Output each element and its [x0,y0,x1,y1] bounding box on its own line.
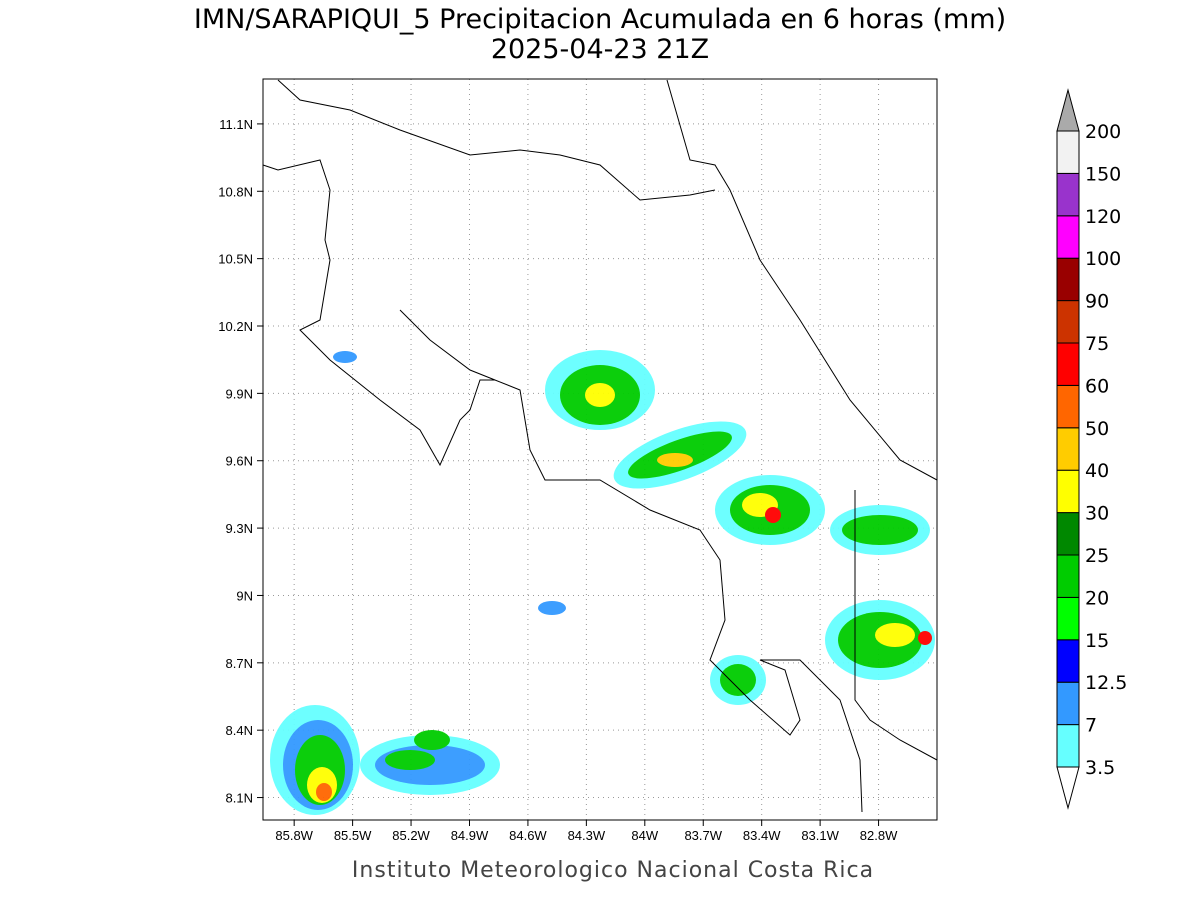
y-tick-label: 8.7N [226,656,253,671]
y-tick-label: 9N [236,588,253,603]
colorbar-bin [1056,724,1080,768]
colorbar-label: 7 [1085,715,1097,737]
x-tick-label: 83.4W [743,828,781,843]
colorbar-bin [1056,681,1080,726]
colorbar-bin [1056,342,1080,386]
colorbar-label: 75 [1085,333,1109,355]
x-tick-label: 84.9W [451,828,489,843]
rain-cell [715,475,825,545]
y-tick-label: 9.6N [226,454,253,469]
y-tick-label: 8.4N [226,723,253,738]
colorbar-over [1056,88,1080,132]
x-tick-label: 84W [631,828,658,843]
grid [263,79,937,820]
x-tick-label: 85.8W [275,828,313,843]
rain-cell [270,705,360,815]
colorbar-label: 3.5 [1085,757,1115,779]
y-tick-label: 9.3N [226,521,253,536]
colorbar-bin [1056,512,1080,556]
colorbar-label: 50 [1085,418,1109,440]
colorbar-bin [1056,172,1080,217]
colorbar-label: 30 [1085,503,1109,525]
footer: Instituto Meteorologico Nacional Costa R… [352,858,874,883]
colorbar-label: 90 [1085,291,1109,313]
colorbar-label: 150 [1085,163,1121,185]
rain-cell [333,351,357,363]
rain-cell [710,655,766,705]
coastline [262,79,938,813]
x-tick-label: 83.1W [801,828,839,843]
colorbar-label: 120 [1085,206,1121,228]
y-tick-label: 10.5N [218,252,253,267]
colorbar-bin [1056,257,1080,302]
rain-cell [545,350,655,430]
colorbar-label: 100 [1085,248,1121,270]
colorbar-label: 200 [1085,121,1121,143]
rain-cell [414,730,450,750]
y-tick-label: 10.8N [218,184,253,199]
colorbar-label: 12.5 [1085,672,1127,694]
colorbar-bin [1056,384,1080,429]
rain-cell [538,601,566,615]
colorbar-under [1056,766,1080,810]
x-tick-label: 85.5W [334,828,372,843]
colorbar-bin [1056,639,1080,683]
title: IMN/SARAPIQUI_5 Precipitacion Acumulada … [194,4,1006,35]
x-tick-label: 82.8W [860,828,898,843]
rain-cell [825,600,935,680]
y-tick-label: 8.1N [226,791,253,806]
colorbar-label: 40 [1085,460,1109,482]
colorbar-label: 20 [1085,587,1109,609]
x-tick-label: 83.7W [684,828,722,843]
map-frame [262,78,938,821]
subtitle: 2025-04-23 21Z [491,34,709,65]
colorbar-bin [1056,469,1080,514]
colorbar: 3.5 7 12.5 15 20 25 30 40 50 60 75 90 100 120 150 200 [1056,88,1127,810]
y-tick-label: 11.1N [219,117,253,132]
y-tick-label: 10.2N [218,319,253,334]
rain-cell [830,505,930,555]
colorbar-bin [1056,427,1080,471]
precipitation [270,350,935,815]
colorbar-bin [1056,554,1080,598]
x-tick-label: 84.3W [568,828,606,843]
y-tick-label: 9.9N [226,386,253,401]
colorbar-bin [1056,130,1080,174]
x-tick-label: 85.2W [392,828,430,843]
colorbar-label: 60 [1085,375,1109,397]
colorbar-bin [1056,215,1080,259]
colorbar-label: 15 [1085,630,1109,652]
colorbar-label: 25 [1085,545,1109,567]
colorbar-bin [1056,300,1080,344]
x-tick-label: 84.6W [509,828,547,843]
colorbar-bin [1056,596,1080,641]
rain-cell [613,421,747,489]
rain-cell [360,735,500,795]
